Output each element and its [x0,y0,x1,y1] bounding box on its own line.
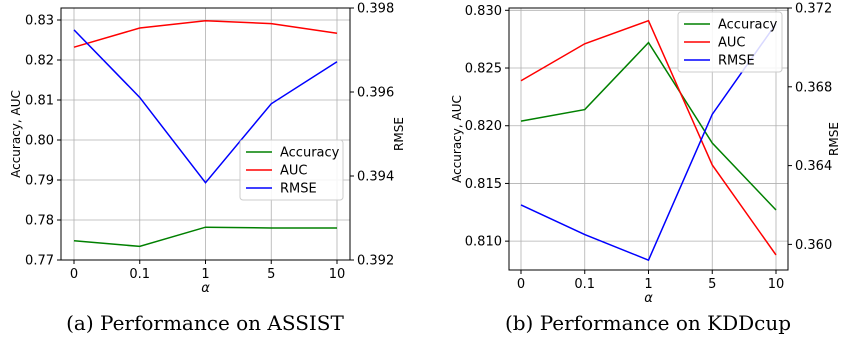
y-tick-label: 0.80 [25,134,54,149]
y-tick-label: 0.815 [465,177,502,192]
y-axis-label: Accuracy, AUC [9,90,23,178]
legend-label-accuracy: Accuracy [280,146,340,161]
series-line-accuracy [520,41,777,211]
y2-tick-label: 0.360 [795,238,832,253]
x-axis-label: α [644,291,653,306]
series-line-auc [73,20,338,48]
x-tick-label: 10 [768,277,785,292]
y2-axis-label: RMSE [827,122,841,156]
y-axis-label: Accuracy, AUC [450,95,464,183]
legend-label-rmse: RMSE [718,54,755,69]
series-line-accuracy [73,226,337,248]
y-tick-label: 0.82 [25,54,54,69]
chart-b: 0.810 0.815 0.820 0.825 0.830 0.360 0.364 0.368… [450,2,841,336]
legend-label-accuracy: Accuracy [718,18,778,33]
legend-label-auc: AUC [718,36,746,51]
y2-tick-label: 0.372 [795,2,832,17]
legend: Accuracy AUC RMSE [677,11,783,73]
figure-caption: (b) Performance on KDDcup [505,311,791,335]
y-tick-label: 0.79 [25,174,54,189]
y2-tick-label: 0.398 [357,2,394,17]
x-tick-label: 10 [329,267,346,282]
y2-tick-label: 0.364 [795,159,832,174]
x-tick-label: 0 [70,267,78,282]
y-tick-label: 0.820 [465,119,502,134]
y2-tick-label: 0.368 [795,80,832,95]
legend-box [239,139,344,201]
x-tick-label: 1 [201,267,209,282]
series-line-rmse [520,23,777,262]
x-axis-label: α [201,281,210,296]
x-tick-label: 1 [644,277,652,292]
series-line-auc [520,19,777,256]
x-tick-label: 5 [267,267,275,282]
y-tick-label: 0.78 [25,214,54,229]
y-tick-label: 0.81 [25,94,54,109]
legend-label-auc: AUC [280,164,308,179]
chart-a: 0.77 0.78 0.79 0.80 0.81 0.82 0.83 0.392 0.394 0.… [9,2,406,336]
y-tick-label: 0.810 [465,235,502,250]
y2-tick-label: 0.396 [357,86,394,101]
y2-tick-label: 0.394 [357,170,394,185]
x-tick-label: 0 [517,277,525,292]
x-tick-label: 5 [708,277,716,292]
legend: Accuracy AUC RMSE [239,139,344,201]
y-tick-label: 0.830 [465,4,502,19]
y-tick-label: 0.77 [25,254,54,269]
x-tick-label: 0.1 [574,277,595,292]
legend-label-rmse: RMSE [280,182,317,197]
y-tick-label: 0.825 [465,62,502,77]
y-tick-label: 0.83 [25,14,54,29]
series-line-rmse [73,29,338,184]
figure-caption: (a) Performance on ASSIST [66,311,344,335]
legend-box [677,11,783,73]
y2-tick-label: 0.392 [357,254,394,269]
x-tick-label: 0.1 [129,267,150,282]
y2-axis-label: RMSE [392,117,406,151]
